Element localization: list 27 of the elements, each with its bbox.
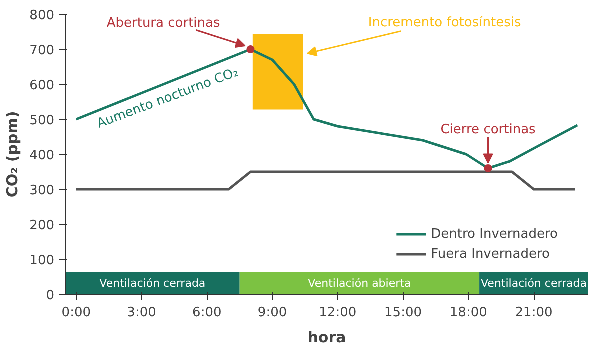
x-axis-title: hora bbox=[308, 328, 346, 346]
y-tick-label: 800 bbox=[30, 8, 55, 24]
annotation: Abertura cortinas bbox=[106, 16, 220, 31]
y-tick-label: 200 bbox=[30, 218, 55, 234]
x-tick-label: 6:00 bbox=[192, 306, 222, 320]
y-tick-label: 600 bbox=[30, 78, 55, 94]
x-tick-label: 3:00 bbox=[127, 306, 156, 320]
x-tick-label: 15:00 bbox=[384, 306, 422, 320]
band-label: Incremento fotosíntesis bbox=[368, 15, 522, 30]
x-tick-label: 18:00 bbox=[450, 306, 488, 320]
y-tick-label: 0 bbox=[46, 288, 55, 304]
y-tick-label: 300 bbox=[30, 184, 55, 198]
band-label: Ventilación abierta bbox=[308, 276, 412, 290]
legend-label: Fuera Invernadero bbox=[431, 246, 550, 262]
y-tick-label: 400 bbox=[30, 148, 55, 164]
y-tick-label: 500 bbox=[30, 114, 55, 128]
x-tick-label: 21:00 bbox=[515, 306, 553, 320]
annotation: Cierre cortinas bbox=[440, 122, 536, 138]
x-tick-label: 0:00 bbox=[62, 306, 92, 320]
x-tick-label: 12:00 bbox=[319, 306, 357, 320]
y-tick-label: 100 bbox=[30, 254, 55, 268]
band-label: Ventilación cerrada bbox=[481, 276, 588, 290]
y-axis-title: CO₂ (ppm) bbox=[4, 111, 22, 198]
y-tick-label: 700 bbox=[30, 44, 55, 58]
legend-label: Dentro Invernadero bbox=[431, 226, 558, 242]
band-label: Ventilación cerrada bbox=[100, 276, 206, 290]
x-tick-label: 9:00 bbox=[258, 306, 288, 320]
